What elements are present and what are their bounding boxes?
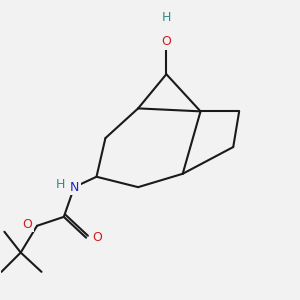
Text: N: N — [70, 181, 79, 194]
Text: O: O — [93, 231, 103, 244]
Text: O: O — [161, 35, 171, 48]
Text: O: O — [23, 218, 33, 231]
Text: H: H — [56, 178, 65, 191]
Text: H: H — [162, 11, 171, 24]
